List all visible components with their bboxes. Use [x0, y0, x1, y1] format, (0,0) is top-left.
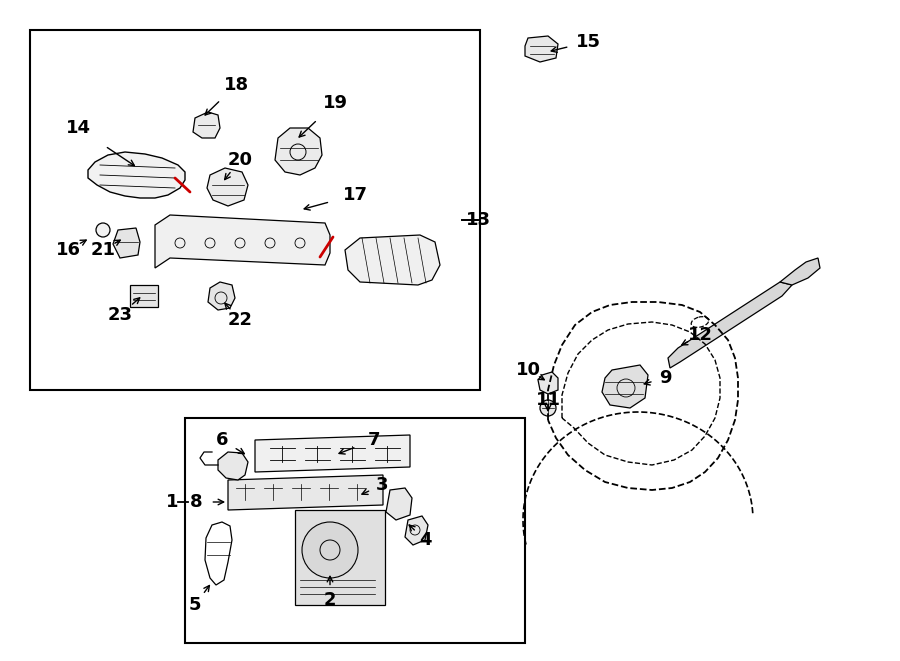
Polygon shape [668, 282, 792, 368]
Text: 12: 12 [688, 326, 713, 344]
Text: 4: 4 [418, 531, 431, 549]
Polygon shape [88, 152, 185, 198]
Bar [30, 30, 480, 390]
Polygon shape [538, 372, 558, 394]
Polygon shape [345, 235, 440, 285]
Text: 5: 5 [189, 596, 202, 614]
Polygon shape [386, 488, 412, 520]
Circle shape [540, 400, 556, 416]
Text: 14: 14 [66, 119, 91, 137]
Text: 23: 23 [107, 306, 132, 324]
Text: 13: 13 [465, 211, 491, 229]
Text: 19: 19 [322, 94, 347, 112]
Polygon shape [255, 435, 410, 472]
Polygon shape [218, 452, 248, 480]
Text: 16: 16 [56, 241, 80, 259]
Polygon shape [113, 228, 140, 258]
Text: 6: 6 [216, 431, 229, 449]
Text: 17: 17 [343, 186, 367, 204]
Polygon shape [525, 36, 558, 62]
Polygon shape [275, 128, 322, 175]
Polygon shape [780, 258, 820, 285]
Text: 22: 22 [228, 311, 253, 329]
Bar [185, 418, 525, 643]
Text: 9: 9 [659, 369, 671, 387]
Text: 3: 3 [376, 476, 388, 494]
Text: 1: 1 [166, 493, 178, 511]
Text: 21: 21 [91, 241, 115, 259]
Text: 10: 10 [516, 361, 541, 379]
Polygon shape [205, 522, 232, 585]
Text: 11: 11 [536, 391, 561, 409]
Bar [295, 510, 385, 605]
Text: 7: 7 [368, 431, 380, 449]
Polygon shape [193, 112, 220, 138]
Polygon shape [602, 365, 648, 408]
Circle shape [96, 223, 110, 237]
Circle shape [302, 522, 358, 578]
Text: 20: 20 [228, 151, 253, 169]
Bar [130, 285, 158, 307]
Polygon shape [155, 215, 330, 268]
Text: 15: 15 [575, 33, 600, 51]
Polygon shape [228, 475, 383, 510]
Text: 8: 8 [190, 493, 203, 511]
Polygon shape [405, 516, 428, 545]
Polygon shape [207, 168, 248, 206]
Polygon shape [208, 282, 235, 310]
Text: 18: 18 [223, 76, 248, 94]
Text: 2: 2 [324, 591, 337, 609]
